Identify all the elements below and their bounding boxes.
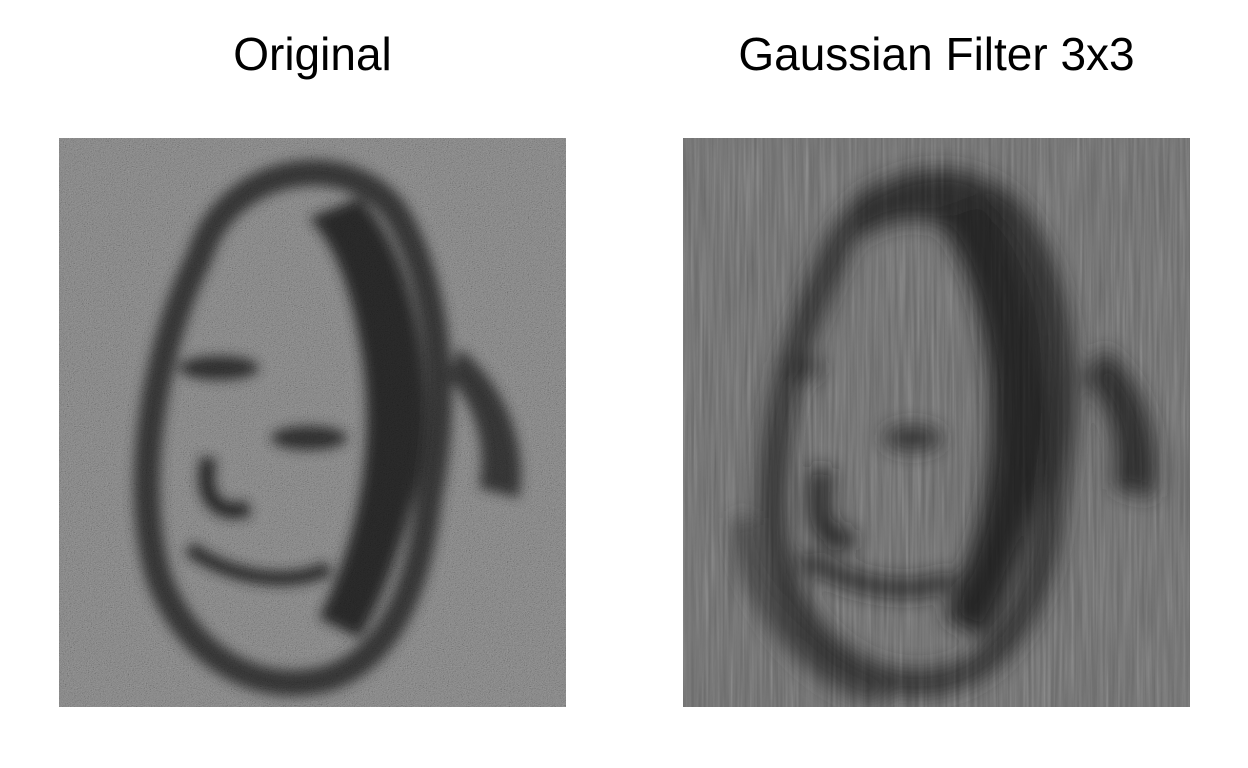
noisy-face-image — [59, 138, 566, 707]
panel-title-original: Original — [233, 28, 392, 80]
panel-title-gaussian: Gaussian Filter 3x3 — [738, 28, 1135, 80]
filtered-face-image — [683, 138, 1190, 707]
